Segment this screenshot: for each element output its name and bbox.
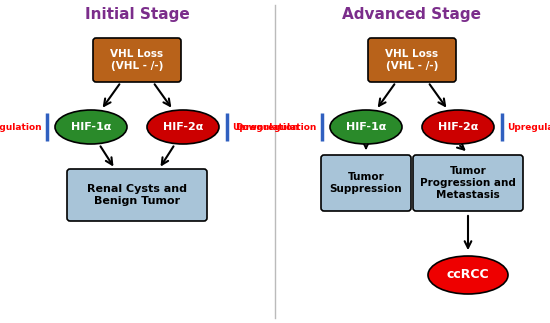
Text: ccRCC: ccRCC <box>447 268 490 282</box>
FancyBboxPatch shape <box>368 38 456 82</box>
Text: VHL Loss
(VHL - /-): VHL Loss (VHL - /-) <box>386 49 438 71</box>
Text: HIF-1α: HIF-1α <box>346 122 386 132</box>
Text: Initial Stage: Initial Stage <box>85 7 189 23</box>
Text: Tumor
Suppression: Tumor Suppression <box>329 172 402 194</box>
Text: Upregulation: Upregulation <box>507 122 550 131</box>
Ellipse shape <box>428 256 508 294</box>
Text: Upregulation: Upregulation <box>232 122 299 131</box>
Text: Upregulation: Upregulation <box>0 122 42 131</box>
FancyBboxPatch shape <box>321 155 411 211</box>
Text: Advanced Stage: Advanced Stage <box>343 7 481 23</box>
FancyBboxPatch shape <box>413 155 523 211</box>
FancyBboxPatch shape <box>93 38 181 82</box>
Text: Tumor
Progression and
Metastasis: Tumor Progression and Metastasis <box>420 166 516 200</box>
Ellipse shape <box>330 110 402 144</box>
Text: Downregulation: Downregulation <box>235 122 317 131</box>
Text: HIF-2α: HIF-2α <box>438 122 478 132</box>
Ellipse shape <box>422 110 494 144</box>
Text: VHL Loss
(VHL - /-): VHL Loss (VHL - /-) <box>111 49 163 71</box>
Ellipse shape <box>147 110 219 144</box>
Ellipse shape <box>55 110 127 144</box>
Text: Renal Cysts and
Benign Tumor: Renal Cysts and Benign Tumor <box>87 184 187 206</box>
Text: HIF-2α: HIF-2α <box>163 122 203 132</box>
FancyBboxPatch shape <box>67 169 207 221</box>
Text: HIF-1α: HIF-1α <box>71 122 111 132</box>
